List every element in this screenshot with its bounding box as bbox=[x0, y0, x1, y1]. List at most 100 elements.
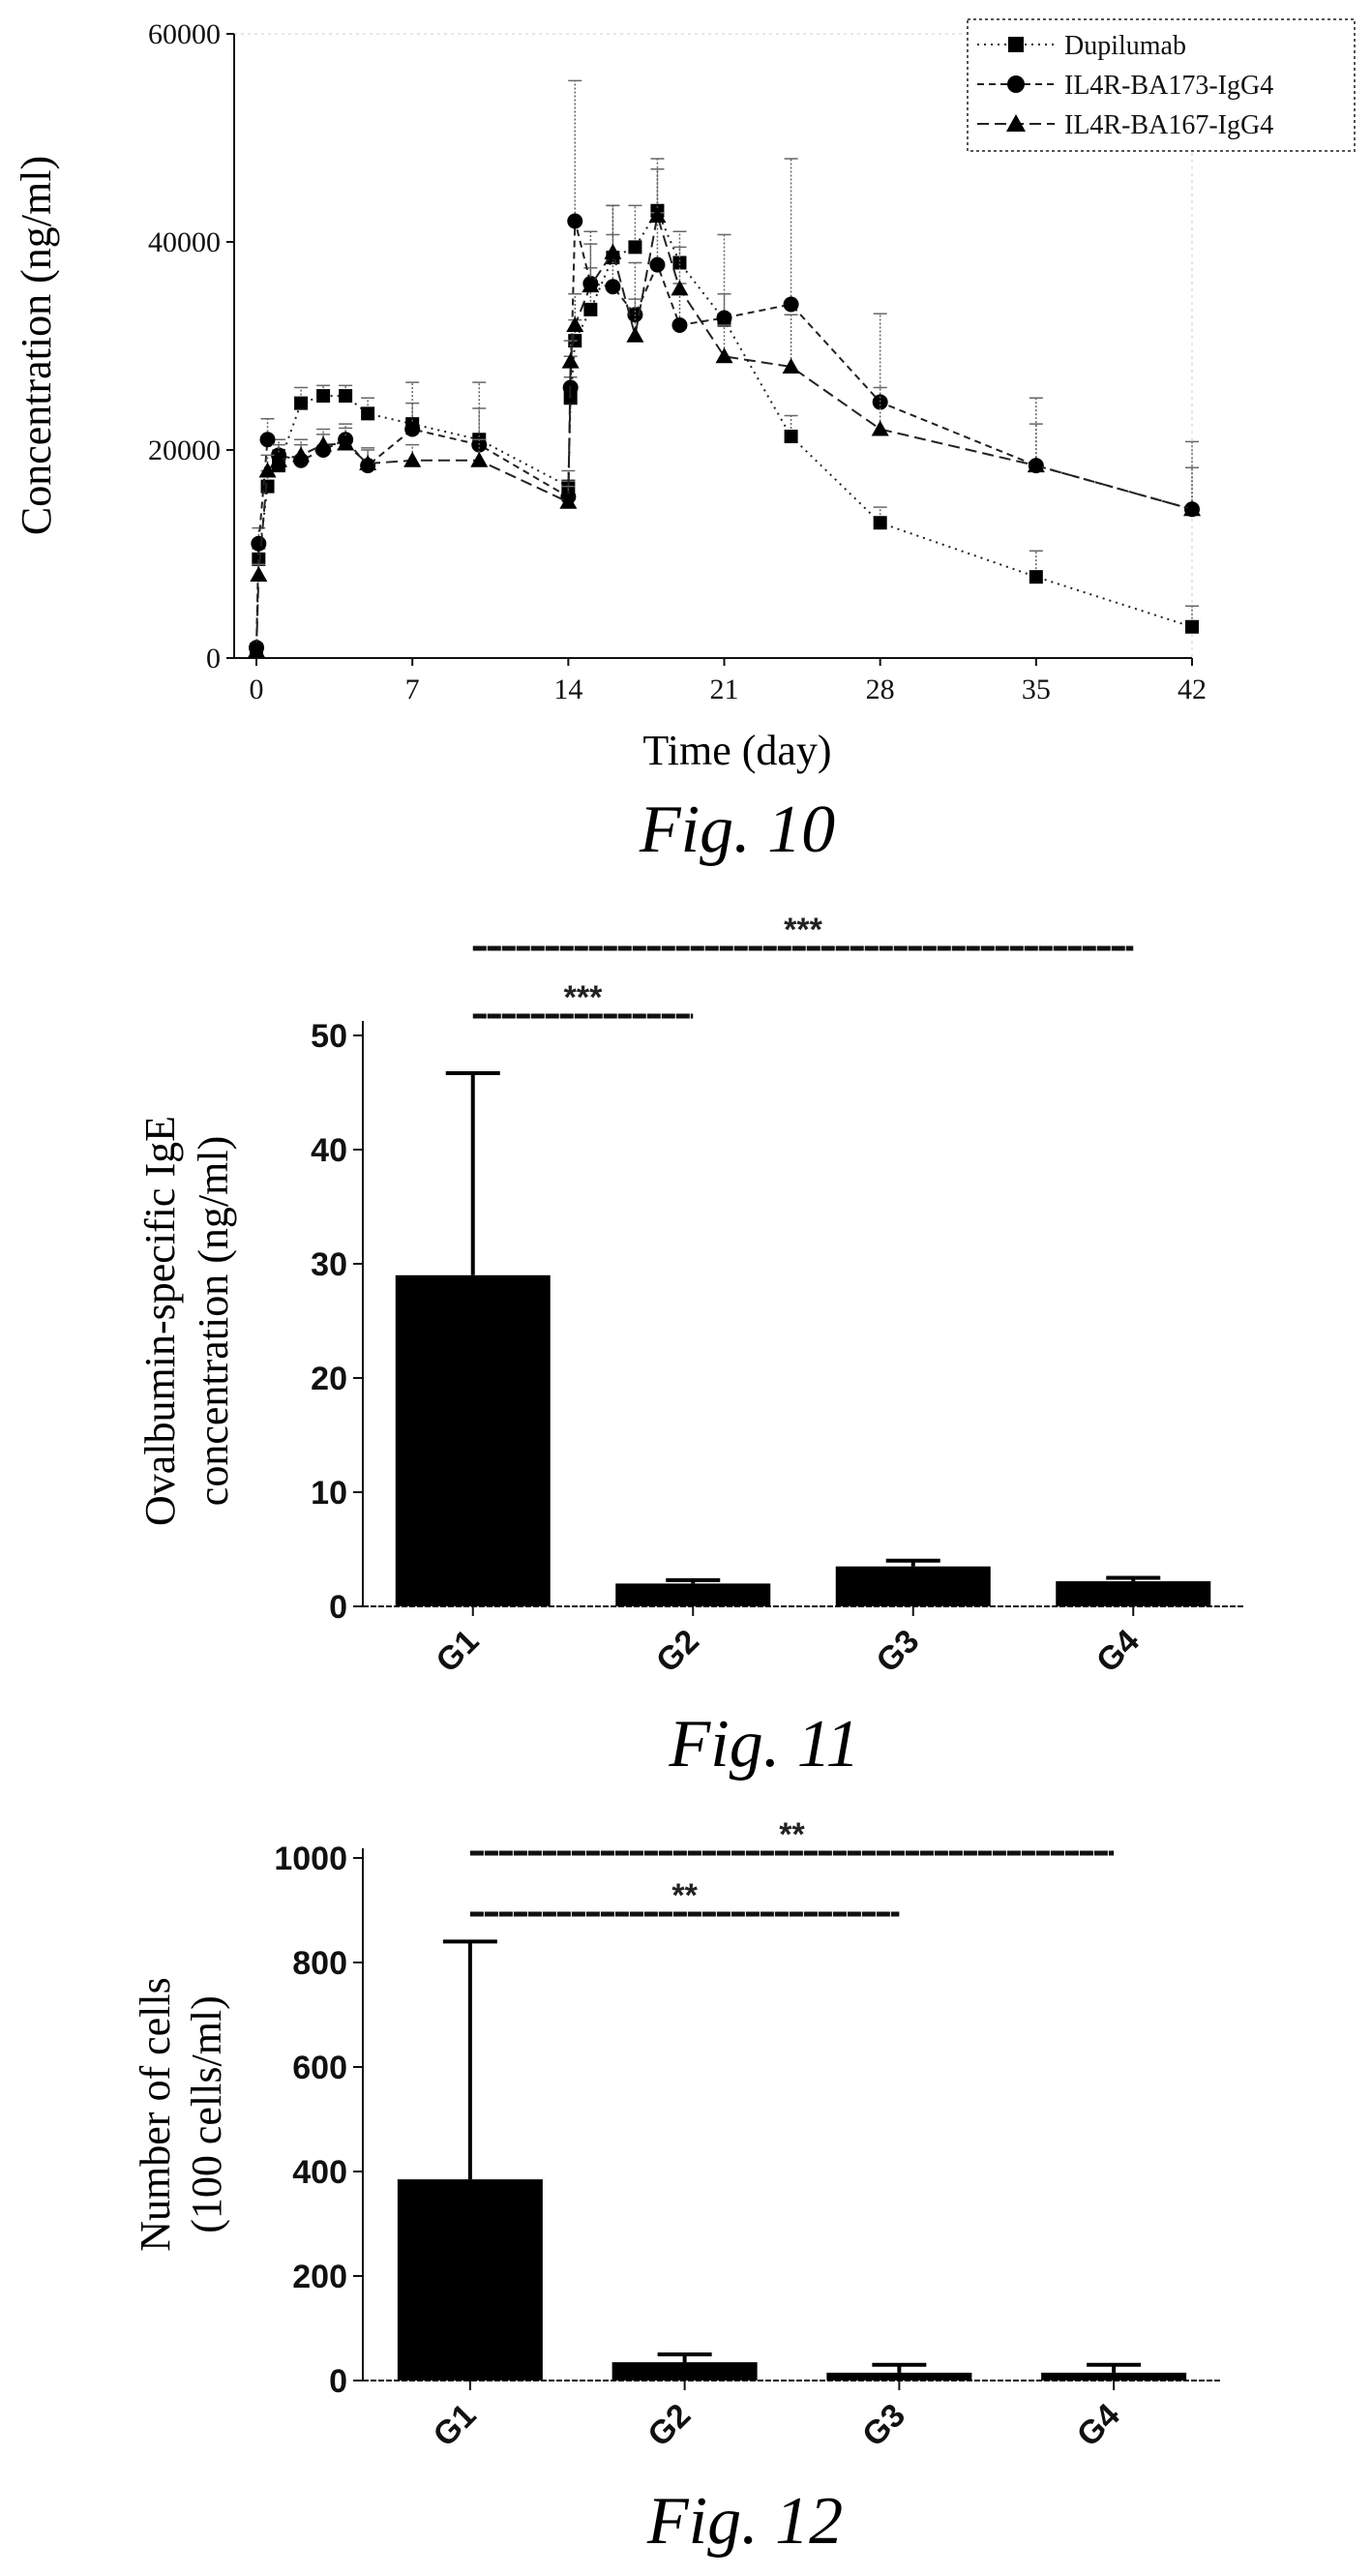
fig11-y-tick-label: 20 bbox=[311, 1361, 347, 1397]
data-point-triangle bbox=[559, 493, 578, 509]
data-point-triangle bbox=[292, 446, 311, 463]
series-dupilumab bbox=[250, 158, 1199, 657]
fig11-x-tick-label: G1 bbox=[429, 1623, 486, 1680]
data-point-square bbox=[316, 389, 331, 404]
fig10-y-tick-label: 40000 bbox=[148, 226, 221, 258]
fig11-x-tick-label: G2 bbox=[649, 1623, 706, 1680]
fig12-significance-label: ** bbox=[671, 1877, 698, 1914]
data-point-square bbox=[1029, 570, 1043, 584]
fig10-series-group bbox=[248, 79, 1201, 658]
fig12-x-ticks: G1 G2 G3 G4 bbox=[427, 2381, 1127, 2454]
legend-entry-il4r-ba167: IL4R-BA167-IgG4 bbox=[977, 110, 1273, 140]
data-point-triangle bbox=[648, 207, 667, 224]
fig11-x-ticks: G1 G2 G3 G4 bbox=[429, 1606, 1147, 1680]
data-point-triangle bbox=[248, 642, 266, 658]
fig12-x-tick-label: G2 bbox=[641, 2397, 698, 2454]
fig12-bar-g3 bbox=[826, 2372, 972, 2381]
fig11-bar-chart: *** *** 0 10 20 30 40 50 G1 G2 G3 G4 Ovalbumin-sp… bbox=[136, 912, 1243, 1782]
data-point-triangle bbox=[604, 243, 622, 259]
fig12-y-tick-label: 1000 bbox=[274, 1841, 347, 1877]
data-point-circle bbox=[605, 279, 621, 295]
data-point-circle bbox=[649, 256, 666, 273]
fig11-significance-label: *** bbox=[784, 912, 822, 948]
fig11-y-tick-label: 0 bbox=[329, 1589, 347, 1626]
legend-label-il4r-ba167: IL4R-BA167-IgG4 bbox=[1064, 110, 1273, 140]
data-point-square bbox=[672, 255, 687, 270]
data-point-square bbox=[339, 389, 353, 404]
circle-marker-icon bbox=[1007, 75, 1025, 93]
fig11-bar-g2 bbox=[615, 1583, 771, 1606]
fig12-x-tick-label: G1 bbox=[427, 2397, 484, 2454]
fig12-y-ticks: 0 200 400 600 800 1000 bbox=[274, 1841, 363, 2400]
fig12-caption: Fig. 12 bbox=[646, 2484, 843, 2559]
fig10-x-tick-label: 14 bbox=[553, 674, 582, 705]
fig12-y-tick-label: 0 bbox=[329, 2363, 347, 2400]
legend-label-dupilumab: Dupilumab bbox=[1064, 31, 1186, 61]
fig11-y-tick-label: 10 bbox=[311, 1475, 347, 1512]
fig12-significance-label: ** bbox=[779, 1816, 805, 1853]
fig10-line-chart: 0 20000 40000 60000 0 7 14 21 28 35 42 Concentrat… bbox=[13, 18, 1356, 867]
fig10-x-tick-label: 7 bbox=[405, 674, 420, 705]
legend-entry-il4r-ba173: IL4R-BA173-IgG4 bbox=[977, 71, 1273, 101]
data-point-triangle bbox=[1027, 457, 1045, 473]
fig10-y-tick-label: 0 bbox=[206, 643, 221, 674]
data-point-triangle bbox=[582, 277, 600, 293]
data-point-square bbox=[252, 552, 266, 566]
fig12-bars-group bbox=[397, 1939, 1187, 2381]
fig11-significance-label: *** bbox=[564, 979, 603, 1016]
data-point-square bbox=[294, 396, 309, 410]
data-point-circle bbox=[783, 296, 799, 313]
fig12-y-axis-label-line1: Number of cells bbox=[132, 1977, 179, 2251]
fig12-y-tick-label: 600 bbox=[292, 2050, 347, 2086]
fig12-significance-group: ** ** bbox=[469, 1816, 1115, 1917]
data-point-square bbox=[1185, 619, 1199, 634]
data-point-circle bbox=[404, 421, 421, 437]
data-point-triangle bbox=[403, 451, 422, 467]
fig10-legend-box bbox=[967, 18, 1356, 152]
data-point-triangle bbox=[871, 420, 889, 436]
fig10-x-tick-label: 21 bbox=[710, 674, 739, 705]
fig11-bar-g4 bbox=[1056, 1581, 1211, 1606]
fig11-x-tick-label: G4 bbox=[1089, 1623, 1147, 1680]
fig12-y-tick-label: 200 bbox=[292, 2259, 347, 2295]
fig10-x-tick-label: 0 bbox=[250, 674, 264, 705]
legend-entry-dupilumab: Dupilumab bbox=[977, 31, 1186, 61]
fig10-x-tick-label: 28 bbox=[866, 674, 895, 705]
series-il4r-ba173-igg4 bbox=[249, 79, 1200, 656]
fig10-x-ticks: 0 7 14 21 28 35 42 bbox=[250, 658, 1207, 705]
fig10-y-axis-label: Concentration (ng/ml) bbox=[13, 156, 60, 535]
data-point-triangle bbox=[337, 434, 355, 451]
fig12-x-tick-label: G4 bbox=[1070, 2397, 1127, 2454]
data-point-triangle bbox=[561, 352, 580, 369]
series-line bbox=[255, 208, 1193, 650]
fig11-x-tick-label: G3 bbox=[869, 1623, 926, 1680]
fig11-bar-g1 bbox=[395, 1274, 551, 1606]
fig11-y-axis-label-line2: concentration (ng/ml) bbox=[190, 1136, 237, 1506]
data-point-circle bbox=[259, 432, 276, 448]
data-point-circle bbox=[251, 535, 267, 552]
fig10-caption: Fig. 10 bbox=[639, 793, 835, 867]
fig12-y-axis-label-line2: (100 cells/ml) bbox=[183, 1995, 230, 2233]
legend-label-il4r-ba173: IL4R-BA173-IgG4 bbox=[1064, 71, 1273, 101]
data-point-triangle bbox=[258, 462, 277, 478]
data-point-triangle bbox=[314, 435, 333, 452]
data-point-circle bbox=[872, 394, 888, 410]
data-point-square bbox=[361, 406, 375, 421]
fig12-bar-chart: ** ** 0 200 400 600 800 1000 G1 G2 G3 G4 Number o… bbox=[132, 1816, 1221, 2559]
fig10-y-ticks: 0 20000 40000 60000 bbox=[148, 18, 234, 674]
data-point-circle bbox=[567, 213, 583, 229]
fig11-bars-group bbox=[395, 1070, 1211, 1606]
data-point-triangle bbox=[566, 316, 584, 332]
data-point-square bbox=[628, 240, 642, 255]
fig11-caption: Fig. 11 bbox=[668, 1707, 859, 1782]
fig10-legend: Dupilumab IL4R-BA173-IgG4 IL4R-BA167-IgG… bbox=[967, 18, 1356, 152]
square-marker-icon bbox=[1008, 37, 1024, 52]
fig11-significance-group: *** *** bbox=[472, 912, 1134, 1019]
fig12-bar-g1 bbox=[397, 2179, 543, 2381]
data-point-square bbox=[583, 302, 598, 316]
fig12-bar-g2 bbox=[611, 2362, 758, 2381]
data-point-triangle bbox=[270, 451, 288, 467]
fig11-y-ticks: 0 10 20 30 40 50 bbox=[311, 1018, 363, 1626]
data-point-triangle bbox=[626, 326, 644, 343]
